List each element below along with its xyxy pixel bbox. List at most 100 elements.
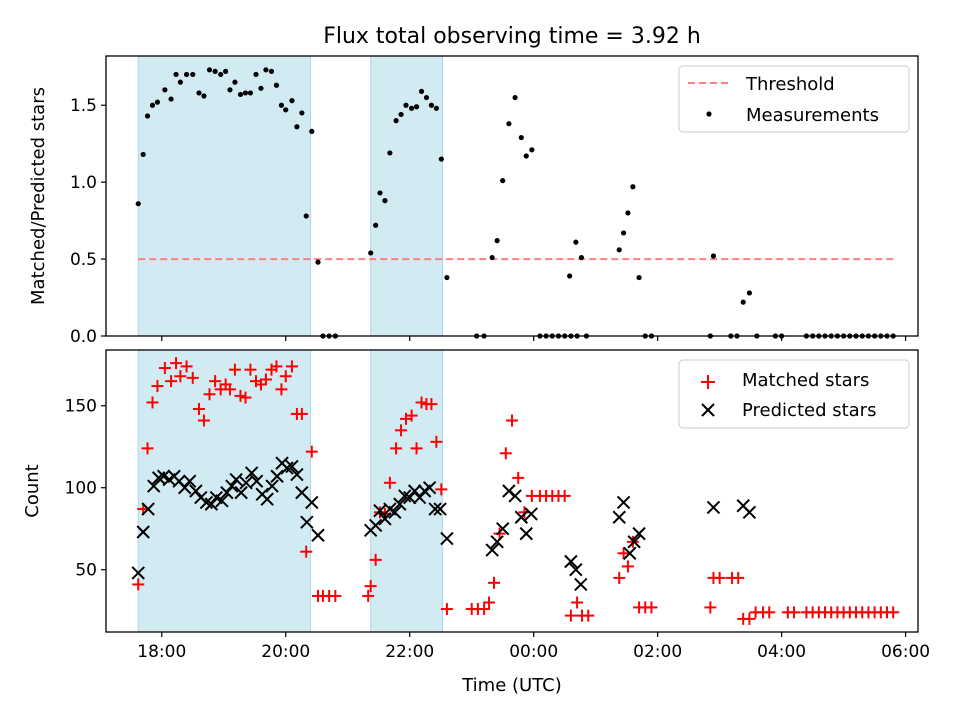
predicted-x-b — [260, 492, 274, 506]
legend-measurements-swatch — [706, 111, 712, 117]
predicted-x-b — [290, 467, 304, 482]
measurement-point — [746, 290, 753, 296]
matched-stars-point — [645, 601, 658, 614]
measurement-point — [418, 88, 425, 94]
predicted-x-b — [569, 562, 583, 577]
matched-stars-point — [704, 601, 717, 614]
measurement-point — [223, 68, 229, 74]
matched-stars-point — [228, 363, 241, 376]
measurement-point — [494, 238, 500, 244]
predicted-stars-point — [623, 546, 637, 561]
predicted-stars-point — [490, 535, 504, 549]
matched-stars-point — [275, 383, 288, 396]
matched-stars-point — [369, 553, 382, 566]
predicted-x-b — [368, 518, 383, 533]
measurement-point — [268, 68, 275, 74]
measurement-point — [201, 93, 207, 99]
bottom-y-axis-label: Count — [22, 464, 43, 517]
measurement-point — [398, 111, 404, 118]
predicted-x-b — [574, 577, 588, 592]
measurement-point — [625, 210, 631, 216]
matched-stars-point — [571, 596, 584, 609]
predicted-stars-point — [433, 502, 447, 516]
matched-stars-point — [285, 360, 298, 373]
predicted-stars-point — [305, 495, 319, 510]
measurement-point — [518, 134, 524, 141]
predicted-stars-point — [627, 535, 641, 549]
predicted-x-b — [433, 502, 447, 516]
predicted-x-b — [178, 481, 192, 495]
measurement-point — [196, 90, 202, 96]
legend-measurements-label: Measurements — [746, 105, 879, 126]
measurement-point — [273, 82, 280, 88]
predicted-x-b — [373, 503, 387, 518]
measurement-point — [190, 71, 196, 78]
legend-matched-swatch — [701, 375, 715, 389]
predicted-stars-point — [514, 510, 529, 524]
predicted-x-b — [407, 484, 422, 498]
predicted-stars-point — [393, 497, 407, 511]
measurement-point — [616, 247, 622, 253]
matched-stars-point — [506, 414, 518, 427]
top-shaded-interval-0 — [137, 55, 312, 337]
measurement-point — [309, 128, 315, 134]
measurement-point — [393, 118, 399, 124]
measurement-point — [423, 94, 430, 101]
measurement-point — [263, 67, 269, 73]
measurement-point — [523, 153, 529, 159]
bottom-legend: Matched stars Predicted stars — [678, 359, 910, 429]
predicted-stars-point — [378, 512, 392, 526]
matched-stars-point — [362, 589, 375, 602]
measurement-point — [636, 274, 642, 281]
predicted-stars-point — [612, 510, 626, 524]
predicted-x-b — [141, 502, 155, 516]
matched-stars-point — [488, 576, 501, 589]
matched-stars-point — [621, 560, 634, 573]
predicted-x-b — [215, 494, 229, 508]
matched-stars-point — [223, 383, 236, 396]
matched-stars-point — [499, 447, 512, 460]
predicted-x-b — [229, 472, 243, 487]
predicted-x-b — [285, 459, 299, 474]
predicted-x-b — [519, 526, 533, 541]
top-x-axis-ticks — [161, 336, 907, 341]
matched-stars-point — [192, 403, 205, 416]
predicted-x-b — [706, 500, 721, 515]
predicted-x-b — [234, 485, 248, 500]
measurement-point — [149, 102, 156, 108]
matched-stars-point — [186, 371, 199, 384]
measurement-point — [212, 68, 218, 74]
legend-matched-label: Matched stars — [742, 370, 869, 391]
measurement-point — [710, 253, 717, 259]
matched-stars-point — [483, 596, 496, 609]
legend-predicted-swatch — [701, 403, 715, 417]
predicted-x-b — [300, 515, 314, 529]
matched-stars-point — [146, 396, 159, 409]
predicted-stars-point — [182, 474, 197, 488]
measurement-point — [237, 91, 244, 98]
predicted-stars-point — [260, 492, 274, 506]
bottom-y-tick-label: 100 — [65, 479, 97, 499]
predicted-stars-point — [569, 562, 583, 577]
measurement-point — [740, 299, 746, 305]
top-legend: Threshold Measurements — [678, 65, 910, 133]
predicted-x-b — [742, 505, 757, 520]
matched-stars-point — [197, 414, 210, 427]
predicted-stars-point — [189, 484, 203, 498]
matched-stars-point — [410, 442, 423, 455]
matched-stars-point — [329, 589, 342, 602]
top-y-tick-label: 0.0 — [70, 327, 97, 347]
matched-stars-point — [259, 373, 272, 386]
predicted-stars-point — [285, 459, 299, 474]
predicted-x-b — [209, 490, 224, 505]
bottom-shaded-regions — [137, 349, 444, 633]
matched-stars-point — [613, 571, 626, 584]
bottom-x-tick-label: 00:00 — [509, 642, 558, 662]
top-y-tick-label: 1.5 — [70, 96, 97, 116]
predicted-x-b — [508, 489, 522, 503]
predicted-x-b — [131, 566, 145, 580]
predicted-stars-point — [225, 479, 239, 493]
predicted-x-b — [388, 505, 402, 520]
bottom-x-tick-label: 20:00 — [261, 642, 310, 662]
